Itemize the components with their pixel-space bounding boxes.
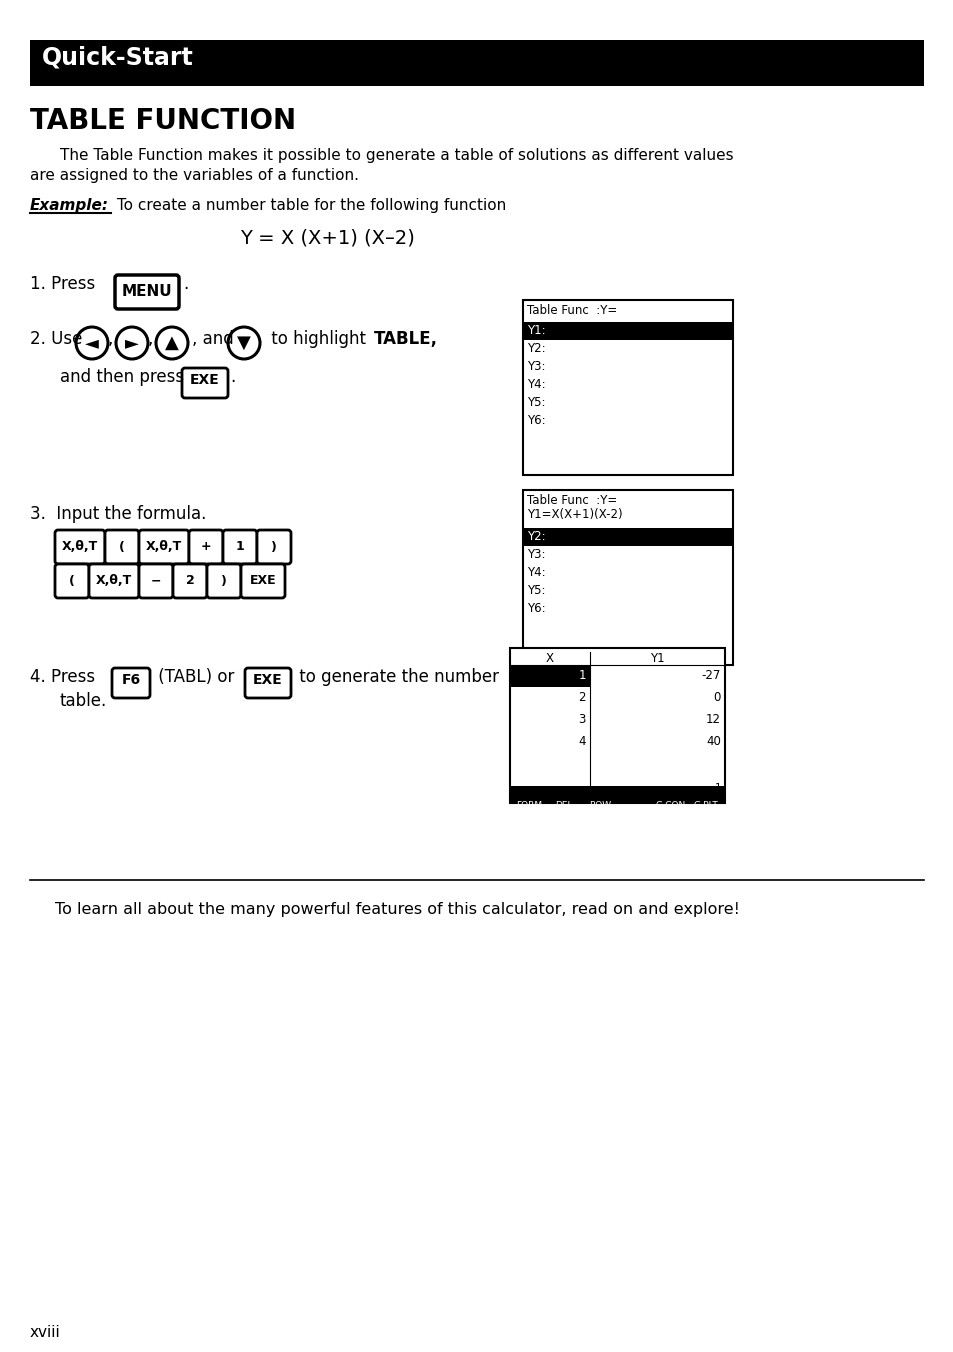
Text: Y4:: Y4: bbox=[526, 379, 545, 391]
Text: Y4:: Y4: bbox=[526, 566, 545, 579]
Text: Y6:: Y6: bbox=[526, 602, 545, 615]
Text: 4. Press: 4. Press bbox=[30, 668, 95, 685]
FancyBboxPatch shape bbox=[241, 564, 285, 598]
Bar bbox=[523, 322, 731, 339]
Text: X,θ,T: X,θ,T bbox=[146, 541, 182, 553]
FancyBboxPatch shape bbox=[115, 274, 179, 310]
Text: 2: 2 bbox=[186, 575, 194, 588]
Text: 1: 1 bbox=[578, 669, 585, 681]
Text: X: X bbox=[545, 652, 554, 665]
Text: +: + bbox=[200, 541, 212, 553]
Bar bbox=[522, 300, 732, 475]
Text: G-PLT: G-PLT bbox=[693, 800, 718, 810]
Text: TABLE,: TABLE, bbox=[374, 330, 437, 347]
FancyBboxPatch shape bbox=[256, 530, 291, 564]
Text: Y5:: Y5: bbox=[526, 584, 545, 598]
Text: xviii: xviii bbox=[30, 1325, 61, 1340]
Text: 2: 2 bbox=[578, 691, 585, 704]
FancyBboxPatch shape bbox=[182, 368, 228, 397]
Text: 4: 4 bbox=[578, 735, 585, 748]
Text: X,θ,T: X,θ,T bbox=[62, 541, 98, 553]
FancyBboxPatch shape bbox=[89, 564, 139, 598]
FancyBboxPatch shape bbox=[112, 668, 150, 698]
FancyBboxPatch shape bbox=[105, 530, 139, 564]
Text: 0: 0 bbox=[713, 691, 720, 704]
Bar bbox=[522, 489, 732, 665]
Text: To create a number table for the following function: To create a number table for the followi… bbox=[112, 197, 506, 214]
Text: to highlight: to highlight bbox=[266, 330, 366, 347]
FancyBboxPatch shape bbox=[189, 530, 223, 564]
FancyBboxPatch shape bbox=[223, 530, 256, 564]
Text: ◄: ◄ bbox=[85, 334, 99, 352]
Text: EXE: EXE bbox=[253, 673, 283, 687]
Text: EXE: EXE bbox=[190, 373, 219, 387]
Text: table.: table. bbox=[60, 692, 107, 710]
Text: MENU: MENU bbox=[122, 284, 172, 300]
Text: 1. Press: 1. Press bbox=[30, 274, 95, 293]
FancyBboxPatch shape bbox=[55, 530, 105, 564]
Text: EXE: EXE bbox=[250, 575, 276, 588]
Text: 1: 1 bbox=[235, 541, 244, 553]
FancyBboxPatch shape bbox=[207, 564, 241, 598]
Text: (: ( bbox=[69, 575, 75, 588]
Text: To learn all about the many powerful features of this calculator, read on and ex: To learn all about the many powerful fea… bbox=[55, 902, 740, 917]
Bar bbox=[511, 786, 723, 802]
Text: Y1=X(X+1)(X-2): Y1=X(X+1)(X-2) bbox=[526, 508, 622, 521]
Text: 3: 3 bbox=[578, 713, 585, 726]
Text: ,: , bbox=[148, 330, 153, 347]
Text: Y6:: Y6: bbox=[526, 414, 545, 427]
Bar bbox=[511, 665, 589, 687]
Text: −: − bbox=[151, 575, 161, 588]
Bar bbox=[510, 648, 724, 803]
Text: F6: F6 bbox=[121, 673, 140, 687]
Text: Y2:: Y2: bbox=[526, 342, 545, 356]
Text: , and: , and bbox=[192, 330, 233, 347]
Text: ▲: ▲ bbox=[165, 334, 179, 352]
Text: ►: ► bbox=[125, 334, 139, 352]
Text: Y3:: Y3: bbox=[526, 548, 545, 561]
Bar bbox=[30, 41, 923, 87]
Text: 12: 12 bbox=[705, 713, 720, 726]
Text: Table Func  :Y=: Table Func :Y= bbox=[526, 304, 617, 316]
Text: and then press: and then press bbox=[60, 368, 184, 387]
Text: are assigned to the variables of a function.: are assigned to the variables of a funct… bbox=[30, 168, 358, 183]
Text: Y = X (X+1) (X–2): Y = X (X+1) (X–2) bbox=[240, 228, 415, 247]
Text: Example:: Example: bbox=[30, 197, 109, 214]
Text: X,θ,T: X,θ,T bbox=[95, 575, 132, 588]
Bar bbox=[523, 529, 731, 546]
Text: to generate the number: to generate the number bbox=[294, 668, 498, 685]
Text: 1: 1 bbox=[714, 783, 720, 794]
Text: (TABL) or: (TABL) or bbox=[152, 668, 234, 685]
Text: Y2:: Y2: bbox=[526, 530, 545, 544]
Text: ): ) bbox=[271, 541, 276, 553]
Text: ▼: ▼ bbox=[236, 334, 251, 352]
FancyBboxPatch shape bbox=[139, 564, 172, 598]
Text: Table Func  :Y=: Table Func :Y= bbox=[526, 493, 617, 507]
FancyBboxPatch shape bbox=[139, 530, 189, 564]
Text: (: ( bbox=[119, 541, 125, 553]
Text: The Table Function makes it possible to generate a table of solutions as differe: The Table Function makes it possible to … bbox=[60, 147, 733, 164]
Text: 40: 40 bbox=[705, 735, 720, 748]
Text: ROW: ROW bbox=[588, 800, 610, 810]
Text: DEL: DEL bbox=[555, 800, 573, 810]
Text: TABLE FUNCTION: TABLE FUNCTION bbox=[30, 107, 295, 135]
Text: FORM: FORM bbox=[516, 800, 541, 810]
Text: ): ) bbox=[221, 575, 227, 588]
Text: ,: , bbox=[108, 330, 113, 347]
Text: 3.  Input the formula.: 3. Input the formula. bbox=[30, 506, 206, 523]
Text: Y5:: Y5: bbox=[526, 396, 545, 410]
Text: Y1: Y1 bbox=[650, 652, 664, 665]
Text: G-CON: G-CON bbox=[655, 800, 685, 810]
Text: 2. Use: 2. Use bbox=[30, 330, 82, 347]
Text: Y1:: Y1: bbox=[526, 324, 545, 337]
FancyBboxPatch shape bbox=[55, 564, 89, 598]
Text: Y3:: Y3: bbox=[526, 360, 545, 373]
Text: Quick-Start: Quick-Start bbox=[42, 46, 193, 70]
Text: .: . bbox=[230, 368, 235, 387]
FancyBboxPatch shape bbox=[245, 668, 291, 698]
Text: .: . bbox=[183, 274, 188, 293]
Text: -27: -27 bbox=[700, 669, 720, 681]
FancyBboxPatch shape bbox=[172, 564, 207, 598]
